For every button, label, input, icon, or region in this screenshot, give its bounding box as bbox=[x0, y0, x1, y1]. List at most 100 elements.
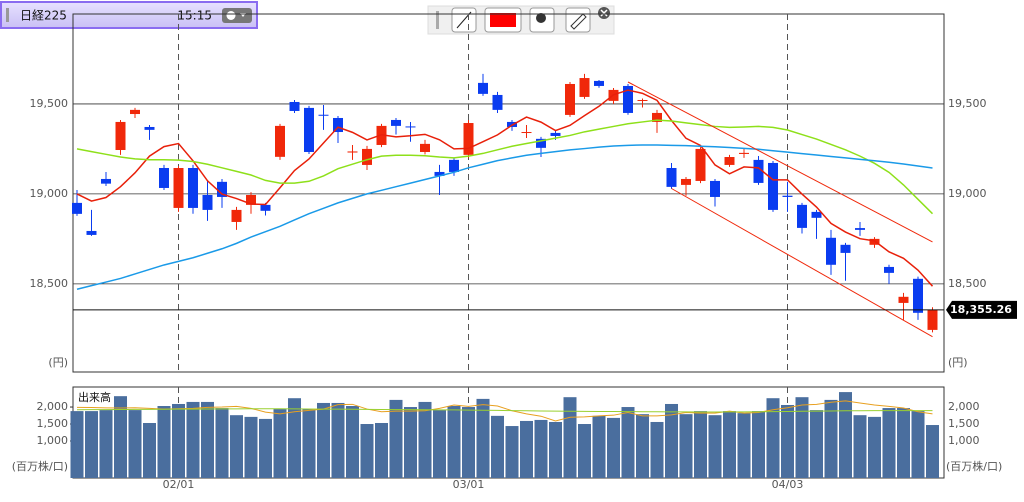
volume-bar bbox=[563, 397, 577, 478]
volume-bar bbox=[708, 415, 722, 478]
candle-body bbox=[115, 121, 126, 151]
volume-bar bbox=[476, 398, 490, 478]
volume-bar bbox=[491, 415, 504, 478]
y-tick-label: 2,000 bbox=[948, 400, 980, 413]
moving-average bbox=[76, 144, 933, 290]
volume-bar bbox=[766, 398, 780, 478]
candle-body bbox=[333, 117, 343, 133]
header-box bbox=[0, 1, 258, 29]
candle-body bbox=[362, 148, 372, 165]
candle-body bbox=[463, 123, 474, 155]
grip bbox=[436, 11, 439, 29]
last-price-tag bbox=[946, 300, 1017, 319]
candle-body bbox=[347, 151, 358, 153]
candle-body bbox=[420, 143, 430, 152]
candle-body bbox=[594, 80, 604, 86]
candle-body bbox=[275, 125, 285, 157]
candle-body bbox=[695, 148, 706, 181]
y-tick-label: 1,500 bbox=[37, 417, 69, 430]
volume-bar bbox=[418, 401, 432, 478]
erase-icon bbox=[570, 13, 587, 30]
y-unit-left: (円) bbox=[48, 356, 68, 369]
candle-body bbox=[681, 178, 691, 185]
candle-body bbox=[521, 132, 532, 134]
volume-bar bbox=[868, 416, 881, 478]
candle-body bbox=[927, 309, 938, 330]
volume-bar bbox=[621, 407, 635, 478]
volume-bar bbox=[143, 422, 156, 478]
volume-bar bbox=[157, 406, 171, 478]
y-unit-right: (円) bbox=[948, 356, 968, 369]
volume-bar bbox=[636, 414, 649, 478]
volume-bar bbox=[389, 399, 403, 478]
volume-bar bbox=[882, 408, 896, 478]
candle-body bbox=[449, 159, 459, 172]
candle-body bbox=[753, 159, 764, 183]
volume-bar bbox=[244, 416, 258, 478]
candle-body bbox=[289, 101, 300, 111]
volume-bar bbox=[317, 402, 330, 478]
volume-bar bbox=[723, 411, 736, 478]
volume-bar bbox=[737, 413, 751, 478]
candle-body bbox=[72, 202, 82, 214]
volume-bar bbox=[839, 392, 852, 478]
candle-body bbox=[318, 114, 329, 116]
candle-body bbox=[739, 152, 749, 154]
x-tick-label: 03/01 bbox=[453, 478, 485, 491]
volume-bar bbox=[128, 410, 142, 478]
y-tick-label: 1,500 bbox=[948, 417, 980, 430]
candle-body bbox=[565, 83, 575, 115]
volume-bar bbox=[201, 401, 214, 478]
candle-body bbox=[536, 138, 546, 148]
volume-unit-right: (百万株/口) bbox=[946, 459, 1002, 473]
volume-bar bbox=[795, 397, 809, 478]
volume-bar bbox=[810, 410, 823, 478]
candle-body bbox=[666, 167, 677, 187]
moving-average bbox=[76, 119, 934, 215]
y-tick-label: 1,000 bbox=[37, 434, 69, 447]
y-tick-label: 2,000 bbox=[37, 400, 69, 413]
volume-bar bbox=[694, 411, 707, 478]
candle-body bbox=[188, 167, 198, 208]
y-tick-label: 19,500 bbox=[30, 97, 69, 110]
candle-body bbox=[159, 167, 169, 188]
candle-body bbox=[478, 82, 488, 94]
candle-body bbox=[898, 296, 909, 303]
x-tick-label: 04/03 bbox=[772, 478, 804, 491]
candle-body bbox=[913, 278, 923, 313]
candle-body bbox=[623, 85, 633, 113]
candle-body bbox=[130, 109, 140, 115]
volume-bar bbox=[85, 411, 98, 478]
volume-bar bbox=[114, 396, 127, 478]
volume-average bbox=[76, 408, 933, 413]
volume-bar bbox=[897, 408, 910, 478]
volume-bar bbox=[70, 411, 84, 478]
volume-bar bbox=[679, 414, 693, 478]
y-tick-label: 18,500 bbox=[948, 277, 987, 290]
info-icon bbox=[226, 11, 236, 20]
grip bbox=[6, 8, 9, 22]
y-tick-label: 18,500 bbox=[30, 277, 69, 290]
y-tick-label: 19,000 bbox=[30, 187, 69, 200]
volume-bar bbox=[346, 406, 359, 478]
undo-icon bbox=[536, 13, 546, 23]
time: 15:15 bbox=[177, 9, 212, 23]
volume-bar bbox=[433, 410, 446, 478]
volume-bar bbox=[404, 407, 417, 478]
candle-body bbox=[884, 266, 894, 273]
last-price-label: 18,355.26 bbox=[950, 303, 1012, 316]
volume-bar bbox=[549, 421, 562, 478]
volume-title: 出来高 bbox=[78, 390, 111, 404]
candle-body bbox=[855, 228, 865, 230]
x-tick-label: 02/01 bbox=[163, 478, 195, 491]
candle-body bbox=[797, 204, 807, 228]
symbol-header[interactable]: 日経225 15:15 bbox=[0, 1, 258, 29]
candle-body bbox=[260, 204, 271, 211]
erase-tool[interactable] bbox=[565, 7, 591, 33]
candle-body bbox=[304, 107, 314, 152]
candle-body bbox=[724, 157, 735, 165]
volume-bar bbox=[926, 425, 939, 478]
candle-body bbox=[579, 78, 590, 97]
